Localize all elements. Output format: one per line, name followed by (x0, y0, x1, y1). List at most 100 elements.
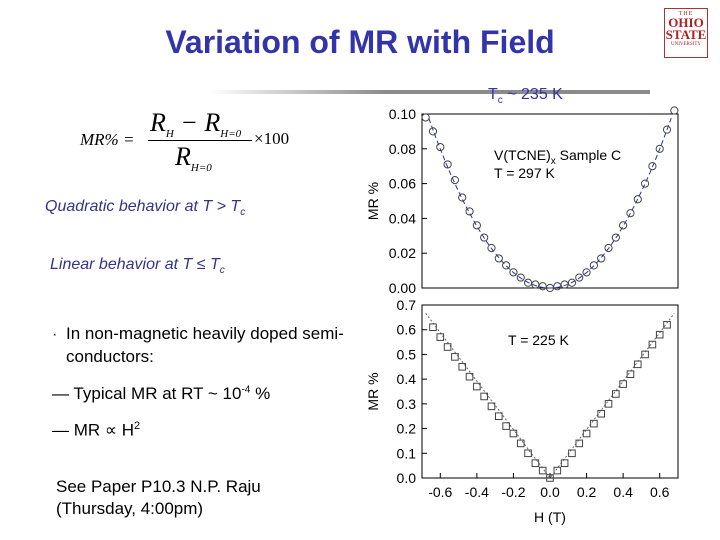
data-point (428, 127, 438, 136)
x-tick-label: -0.2 (501, 484, 525, 500)
logo-university: UNIVERSITY (671, 42, 701, 47)
data-point (546, 474, 554, 482)
data-point (619, 380, 627, 388)
data-point (612, 390, 620, 398)
data-point (567, 278, 577, 287)
data-point (451, 353, 459, 361)
slide-title: Variation of MR with Field (165, 24, 555, 60)
data-point (538, 466, 547, 475)
data-point (582, 429, 591, 438)
data-point (604, 243, 613, 253)
x-tick-label: 0.0 (540, 484, 560, 500)
data-point (662, 125, 672, 134)
x-tick-label: 0.4 (613, 484, 633, 500)
data-point (575, 439, 584, 448)
data-point (458, 362, 467, 371)
y-tick-label: 0.3 (397, 396, 417, 412)
y-axis-label: MR % (365, 372, 381, 410)
data-point (509, 429, 518, 438)
data-point (495, 412, 503, 421)
data-point (465, 207, 474, 216)
paper-line-1: See Paper P10.3 N.P. Raju (56, 477, 261, 496)
data-point (494, 254, 503, 263)
data-point (524, 449, 532, 458)
annotation-part: V(TCNE) (494, 147, 551, 163)
data-point (568, 449, 576, 458)
data-point (516, 439, 525, 448)
data-point (640, 179, 650, 188)
plot-frame (421, 304, 679, 479)
paper-reference: See Paper P10.3 N.P. Raju (Thursday, 4:0… (56, 476, 356, 520)
data-point (443, 160, 452, 169)
data-point (604, 400, 613, 408)
data-point (655, 330, 664, 339)
data-point (443, 343, 452, 351)
formula-times: ×100 (254, 129, 290, 148)
data-point (436, 333, 445, 341)
logo-ohio: OHIO (668, 15, 704, 30)
mr-charts: 0.10 0.08 0.06 0.04 0.02 0.00 MR % V(TCNE)x Sam… (365, 106, 679, 525)
data-point (516, 273, 525, 282)
mr-proportional-item: — MR ∝ H2 (52, 420, 141, 440)
data-point (633, 195, 642, 204)
data-point (450, 176, 460, 185)
bullet-text: In non-magnetic heavily doped semi-condu… (66, 324, 344, 366)
logo-the: THE (678, 11, 694, 17)
y-tick-label: 0.4 (397, 371, 417, 387)
quadratic-behavior-text: Quadratic behavior at T > Tc (45, 198, 246, 219)
data-point (590, 419, 598, 428)
data-point (436, 142, 445, 152)
formula-numerator: RH − RH=0 (150, 108, 242, 141)
y-tick-label: 0.02 (389, 245, 416, 261)
annotation-part: Sample C (556, 147, 621, 163)
data-point (560, 280, 569, 289)
formula-lhs: MR% = (80, 130, 135, 149)
data-point (633, 360, 642, 369)
chart-annotation-temperature: T = 225 K (508, 332, 570, 348)
data-point (655, 144, 664, 153)
university-logo: THE OHIO STATE UNIVERSITY (664, 8, 708, 58)
data-point (538, 282, 547, 291)
data-point (421, 113, 430, 122)
bullet-dot: · (52, 326, 58, 343)
data-point (531, 280, 540, 289)
y-tick-label: 0.5 (397, 346, 417, 362)
title-rule (210, 90, 650, 94)
x-tick-label: 0.2 (577, 484, 597, 500)
chart-bottom: 0.7 0.6 0.5 0.4 0.3 0.2 0.1 0.0 -0.6 -0.4 -0.2 0.0 0… (365, 297, 679, 525)
data-point (502, 261, 511, 270)
data-point (473, 382, 481, 391)
data-point (597, 254, 606, 263)
data-point (509, 268, 518, 277)
y-tick-label: 0.2 (397, 421, 417, 437)
data-point (648, 340, 657, 349)
paper-line-2: (Thursday, 4:00pm) (56, 499, 204, 518)
data-point (648, 162, 657, 171)
data-point (531, 459, 540, 467)
data-point (480, 392, 488, 401)
y-tick-label: 0.10 (389, 106, 416, 122)
y-tick-label: 0.1 (397, 445, 417, 461)
y-tick-label: 0.0 (397, 470, 417, 486)
formula-fraction-bar (148, 140, 252, 141)
y-tick-label: 0.6 (397, 322, 417, 338)
y-tick-label: 0.7 (397, 297, 417, 313)
x-tick-label: -0.4 (465, 484, 489, 500)
annotation-part: x (551, 156, 556, 167)
data-point (523, 278, 533, 287)
data-point (626, 209, 635, 218)
data-point (611, 233, 620, 242)
data-point (626, 370, 635, 378)
x-axis-label: H (T) (534, 509, 566, 525)
chart-annotation-sample: V(TCNE)x Sample C (494, 147, 621, 167)
data-point (582, 268, 591, 277)
data-point (429, 323, 437, 332)
y-tick-label: 0.06 (389, 176, 416, 192)
fit-curve (425, 312, 675, 479)
data-point (487, 243, 496, 253)
data-point (663, 320, 671, 329)
x-tick-label: -0.6 (428, 484, 452, 500)
linear-behavior-text: Linear behavior at T ≤ Tc (50, 256, 225, 277)
data-point (553, 466, 562, 475)
y-tick-label: 0.04 (389, 210, 416, 226)
